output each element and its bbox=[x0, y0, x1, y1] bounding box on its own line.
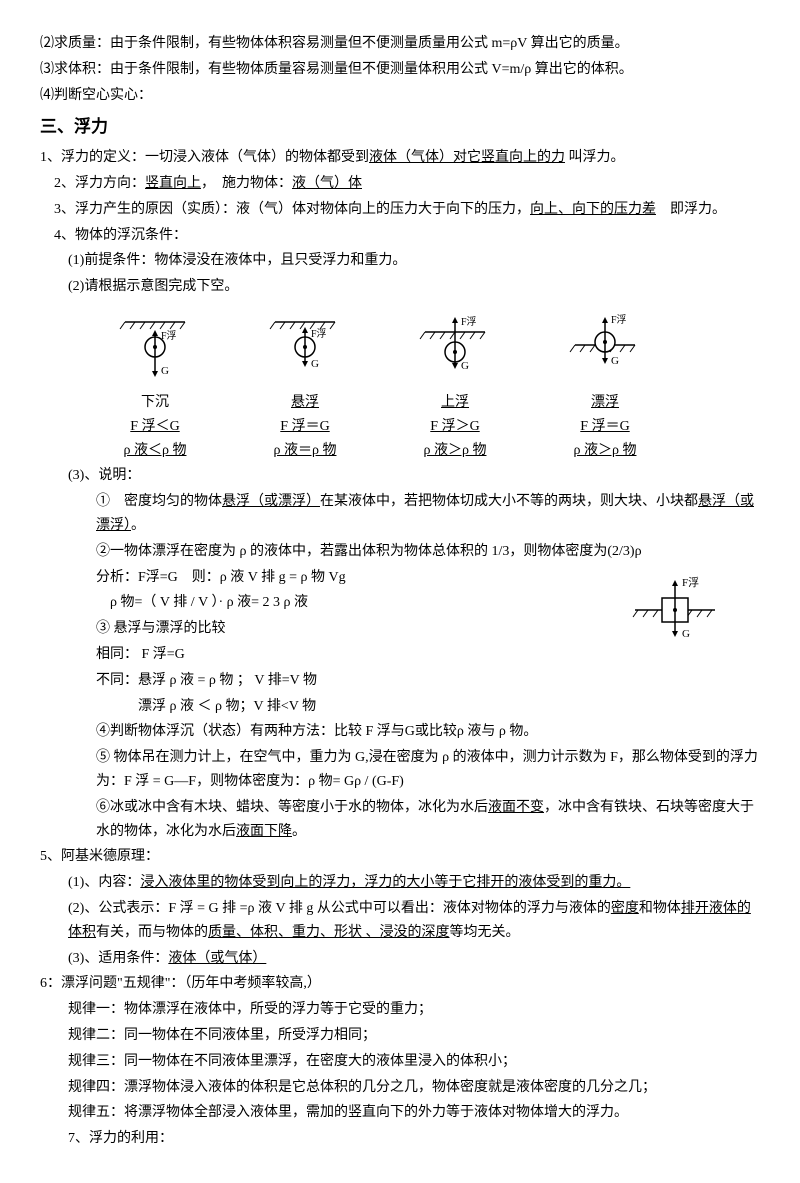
rule-3: 规律三：同一物体在不同液体里漂浮，在密度大的液体里浸入的体积小； bbox=[40, 1050, 760, 1074]
diagram-labels-row: 下沉 悬浮 上浮 漂浮 bbox=[100, 391, 760, 415]
diagram-suspend: F浮 G bbox=[250, 307, 360, 387]
svg-text:F浮: F浮 bbox=[161, 330, 177, 342]
rule-5: 规律五：将漂浮物体全部浸入液体里，需加的竖直向下的外力等于液体对物体增大的浮力。 bbox=[40, 1101, 760, 1125]
svg-text:F浮: F浮 bbox=[682, 576, 699, 589]
explain-3b: 不同：悬浮 ρ 液 = ρ 物 ； V 排=V 物 bbox=[40, 669, 760, 693]
diagram-rho-row: ρ 液＜ρ 物 ρ 液＝ρ 物 ρ 液＞ρ 物 ρ 液＞ρ 物 bbox=[100, 439, 760, 463]
e6b: 液面不变 bbox=[488, 800, 544, 815]
dir-d: 液（气）体 bbox=[292, 176, 362, 191]
def-underline: 液体（气体）对它竖直向上的力 bbox=[369, 150, 565, 165]
label-rise: 上浮 bbox=[400, 391, 510, 415]
explain-1: ① 密度均匀的物体悬浮（或漂浮）在某液体中，若把物体切成大小不等的两块，则大块、… bbox=[40, 490, 760, 538]
pre-line-3: ⑷判断空心实心： bbox=[40, 84, 760, 108]
section-title-buoyancy: 三、浮力 bbox=[40, 113, 760, 142]
float-cond-2: (2)请根据示意图完成下空。 bbox=[40, 275, 760, 299]
sink-svg: F浮 G bbox=[115, 307, 195, 387]
a3b: 液体（或气体） bbox=[168, 951, 266, 966]
buoyancy-diagrams: F浮 G F浮 G F浮 G bbox=[100, 307, 760, 387]
rho-suspend: ρ 液＝ρ 物 bbox=[250, 439, 360, 463]
a2f: 质量、体积、重力、形状 、浸没的深度 bbox=[208, 925, 450, 940]
rule-4: 规律四：漂浮物体浸入液体的体积是它总体积的几分之几，物体密度就是液体密度的几分之… bbox=[40, 1076, 760, 1100]
label-float: 漂浮 bbox=[550, 391, 660, 415]
direction-line: 2、浮力方向：竖直向上， 施力物体：液（气）体 bbox=[40, 172, 760, 196]
rel-rise: F 浮＞G bbox=[400, 415, 510, 439]
e1a: ① 密度均匀的物体 bbox=[96, 494, 222, 509]
cause-a: 3、浮力产生的原因（实质）：液（气）体对物体向上的压力大于向下的压力， bbox=[54, 202, 530, 217]
label-sink: 下沉 bbox=[100, 391, 210, 415]
svg-text:G: G bbox=[682, 628, 690, 640]
explain-6: ⑥冰或冰中含有木块、蜡块、等密度小于水的物体，冰化为水后液面不变，冰中含有铁块、… bbox=[40, 796, 760, 844]
float-svg: F浮 G bbox=[565, 307, 645, 387]
rel-float: F 浮＝G bbox=[550, 415, 660, 439]
a1a: (1)、内容： bbox=[68, 875, 140, 890]
svg-text:G: G bbox=[161, 365, 169, 377]
e6a: ⑥冰或冰中含有木块、蜡块、等密度小于水的物体，冰化为水后 bbox=[96, 800, 488, 815]
e6e: 。 bbox=[292, 824, 306, 839]
diagram-float: F浮 G bbox=[550, 307, 660, 387]
def-text-c: 叫浮力。 bbox=[565, 150, 625, 165]
archimedes-2: (2)、公式表示：F 浮 = G 排 =ρ 液 V 排 g 从公式中可以看出：液… bbox=[40, 897, 760, 945]
def-text-a: 1、浮力的定义：一切浸入液体（气体）的物体都受到 bbox=[40, 150, 369, 165]
e1b: 悬浮（或漂浮） bbox=[222, 494, 320, 509]
rel-suspend: F 浮＝G bbox=[250, 415, 360, 439]
rho-float: ρ 液＞ρ 物 bbox=[550, 439, 660, 463]
diagram-relation-row: F 浮＜G F 浮＝G F 浮＞G F 浮＝G bbox=[100, 415, 760, 439]
dir-b: 竖直向上 bbox=[145, 176, 201, 191]
explain-4: ④判断物体浮沉（状态）有两种方法：比较 F 浮与G或比较ρ 液与 ρ 物。 bbox=[40, 720, 760, 744]
explain-2: ②一物体漂浮在密度为 ρ 的液体中，若露出体积为物体总体积的 1/3，则物体密度… bbox=[40, 540, 760, 564]
pre-line-1: ⑵求质量：由于条件限制，有些物体体积容易测量但不便测量质量用公式 m=ρV 算出… bbox=[40, 32, 760, 56]
rule-2: 规律二：同一物体在不同液体里，所受浮力相同； bbox=[40, 1024, 760, 1048]
a2g: 等均无关。 bbox=[450, 925, 520, 940]
cause-line: 3、浮力产生的原因（实质）：液（气）体对物体向上的压力大于向下的压力，向上、向下… bbox=[40, 198, 760, 222]
dir-a: 2、浮力方向： bbox=[54, 176, 145, 191]
rule-1: 规律一：物体漂浮在液体中，所受的浮力等于它受的重力； bbox=[40, 998, 760, 1022]
suspend-svg: F浮 G bbox=[265, 307, 345, 387]
a3a: (3)、适用条件： bbox=[68, 951, 168, 966]
e1e: 。 bbox=[131, 518, 145, 533]
rho-rise: ρ 液＞ρ 物 bbox=[400, 439, 510, 463]
definition-line: 1、浮力的定义：一切浸入液体（气体）的物体都受到液体（气体）对它竖直向上的力 叫… bbox=[40, 146, 760, 170]
a2b: 密度 bbox=[611, 901, 639, 916]
float-condition-head: 4、物体的浮沉条件： bbox=[40, 224, 760, 248]
explain-5: ⑤ 物体吊在测力计上，在空气中，重力为 G,浸在密度为 ρ 的液体中，测力计示数… bbox=[40, 746, 760, 794]
cause-b: 向上、向下的压力差 bbox=[530, 202, 656, 217]
e1c: 在某液体中，若把物体切成大小不等的两块，则大块、小块都 bbox=[320, 494, 698, 509]
explain-head: (3)、说明： bbox=[40, 464, 760, 488]
svg-text:F浮: F浮 bbox=[461, 316, 477, 328]
diagram-sink: F浮 G bbox=[100, 307, 210, 387]
float-block-svg: F浮 G bbox=[630, 570, 720, 650]
rho-sink: ρ 液＜ρ 物 bbox=[100, 439, 210, 463]
archimedes-3: (3)、适用条件：液体（或气体） bbox=[40, 947, 760, 971]
float-cond-1: (1)前提条件：物体浸没在液体中，且只受浮力和重力。 bbox=[40, 249, 760, 273]
e6d: 液面下降 bbox=[236, 824, 292, 839]
rise-svg: F浮 G bbox=[415, 307, 495, 387]
a1b: 浸入液体里的物体受到向上的浮力，浮力的大小等于它排开的液体受到的重力。 bbox=[140, 875, 630, 890]
use-head: 7、浮力的利用： bbox=[40, 1127, 760, 1151]
diagram-rise: F浮 G bbox=[400, 307, 510, 387]
pre-line-2: ⑶求体积：由于条件限制，有些物体质量容易测量但不便测量体积用公式 V=m/ρ 算… bbox=[40, 58, 760, 82]
float-block-diagram: F浮 G bbox=[630, 570, 720, 650]
five-rules-head: 6：漂浮问题"五规律"：（历年中考频率较高,） bbox=[40, 972, 760, 996]
svg-text:G: G bbox=[461, 360, 469, 372]
cause-c: 即浮力。 bbox=[656, 202, 726, 217]
a2a: (2)、公式表示：F 浮 = G 排 =ρ 液 V 排 g 从公式中可以看出：液… bbox=[68, 901, 611, 916]
a2e: 有关，而与物体的 bbox=[96, 925, 208, 940]
svg-text:F浮: F浮 bbox=[611, 314, 627, 326]
svg-text:F浮: F浮 bbox=[311, 328, 327, 340]
label-suspend: 悬浮 bbox=[250, 391, 360, 415]
dir-c: ， 施力物体： bbox=[201, 176, 292, 191]
a2c: 和物体 bbox=[639, 901, 681, 916]
archimedes-1: (1)、内容：浸入液体里的物体受到向上的浮力，浮力的大小等于它排开的液体受到的重… bbox=[40, 871, 760, 895]
rel-sink: F 浮＜G bbox=[100, 415, 210, 439]
svg-text:G: G bbox=[611, 355, 619, 367]
explain-3c: 漂浮 ρ 液 ＜ ρ 物；V 排<V 物 bbox=[40, 695, 760, 719]
svg-text:G: G bbox=[311, 358, 319, 370]
archimedes-head: 5、阿基米德原理： bbox=[40, 845, 760, 869]
